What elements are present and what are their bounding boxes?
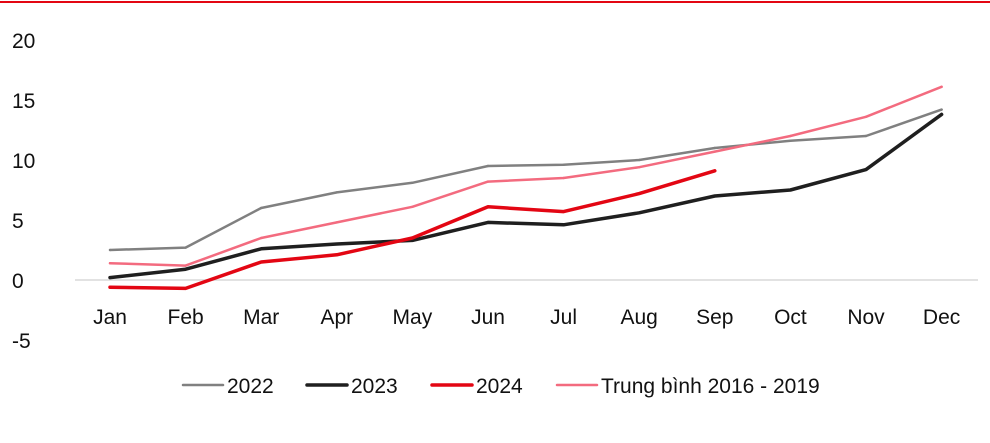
data-point [184, 287, 187, 290]
x-tick-label: Nov [847, 306, 885, 329]
legend-label: 2023 [351, 375, 398, 398]
legend-label: 2022 [227, 375, 274, 398]
data-point [486, 164, 490, 168]
legend-label: Trung bình 2016 - 2019 [601, 375, 820, 398]
data-point [562, 210, 565, 213]
y-tick-label: -5 [12, 330, 31, 353]
x-tick-label: May [393, 306, 433, 329]
data-point [864, 168, 868, 171]
x-tick-label: Sep [696, 306, 733, 329]
series-line [108, 108, 943, 252]
data-point [638, 211, 641, 214]
data-point [108, 262, 112, 265]
data-point [335, 221, 338, 224]
y-tick-label: 5 [12, 210, 24, 233]
data-point [108, 276, 112, 279]
data-point [713, 169, 716, 172]
data-point [335, 242, 338, 246]
data-point [184, 246, 187, 249]
data-point [108, 248, 112, 252]
y-axis-ticks: 20 15 10 5 0 -5 [12, 30, 35, 353]
data-point [184, 268, 187, 271]
data-point [638, 158, 641, 162]
y-tick-label: 20 [12, 30, 35, 53]
x-tick-label: Apr [320, 306, 353, 329]
series-lines [108, 85, 944, 291]
data-point [260, 206, 263, 210]
data-point [713, 194, 716, 198]
x-tick-label: Jun [471, 306, 505, 329]
x-axis-ticks: Jan Feb Mar Apr May Jun Jul Aug Sep Oct Nov Dec [93, 306, 960, 329]
x-tick-label: Jan [93, 306, 127, 329]
data-point [864, 134, 868, 138]
data-point [940, 108, 943, 111]
data-point [486, 221, 490, 224]
data-point [789, 139, 792, 142]
data-point [486, 180, 490, 183]
series-line [108, 169, 717, 291]
data-point [562, 223, 565, 226]
data-point [638, 192, 641, 195]
legend: 2022 2023 2024 Trung bình 2016 - 2019 [181, 375, 820, 398]
data-point [260, 247, 263, 250]
data-point [411, 181, 414, 184]
data-point [713, 146, 716, 150]
data-point [864, 115, 868, 119]
series-line [108, 85, 943, 267]
data-point [260, 236, 263, 240]
data-point [108, 286, 112, 289]
data-point [940, 85, 943, 89]
x-tick-label: Feb [168, 306, 204, 329]
data-point [335, 191, 338, 194]
data-point [335, 253, 338, 256]
data-point [940, 113, 943, 116]
data-point [789, 188, 792, 192]
data-point [260, 260, 263, 264]
data-point [411, 205, 414, 208]
x-tick-label: Dec [923, 306, 960, 329]
data-point [638, 166, 641, 169]
x-tick-label: Jul [550, 306, 577, 329]
data-point [411, 236, 414, 240]
y-tick-label: 10 [12, 150, 35, 173]
series-line [108, 112, 944, 280]
x-tick-label: Aug [621, 306, 658, 329]
data-point [562, 176, 565, 180]
x-tick-label: Mar [243, 306, 279, 329]
data-point [562, 163, 565, 166]
legend-label: 2024 [476, 375, 523, 398]
data-point [789, 134, 792, 138]
y-tick-label: 15 [12, 90, 35, 113]
data-point [184, 264, 187, 267]
data-point [486, 205, 490, 208]
data-point [713, 150, 716, 153]
y-tick-label: 0 [12, 270, 24, 293]
x-tick-label: Oct [774, 306, 807, 329]
